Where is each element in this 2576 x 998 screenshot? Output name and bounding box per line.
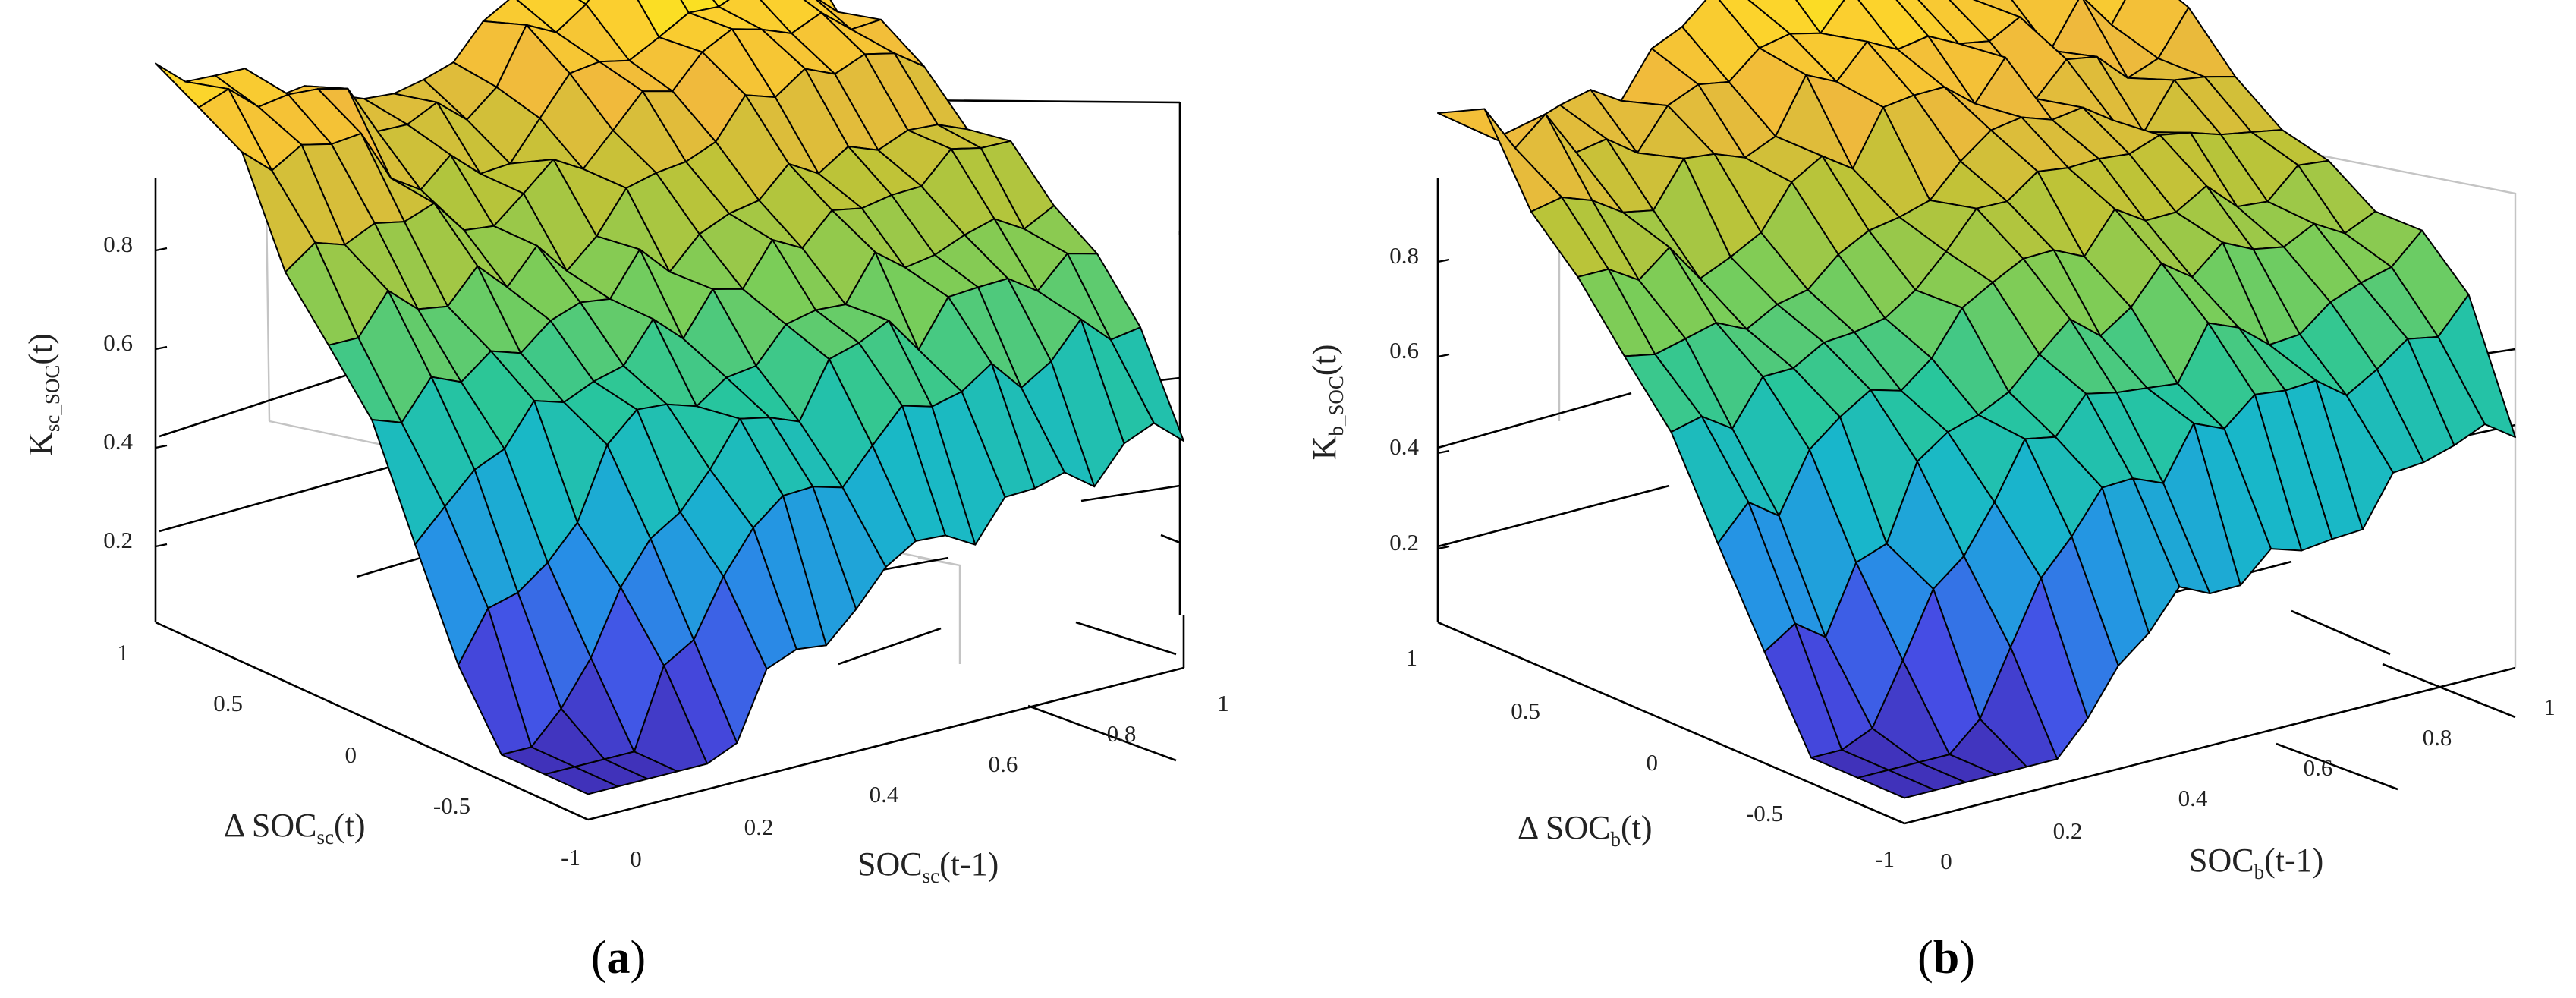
- y-tick-label: 0.5: [1511, 697, 1540, 724]
- x-tick-label: 0.4: [870, 781, 899, 808]
- x-axis-label-a: SOCsc(t-1): [857, 845, 999, 887]
- surface-patch: [1857, 769, 1936, 799]
- x-tick-label: 0.2: [2053, 817, 2083, 844]
- z-tick-label: 0.4: [103, 428, 133, 455]
- y-tick-label: -1: [561, 844, 580, 870]
- grid-lines-a: [159, 231, 1181, 762]
- x-tick-label: 0.6: [2304, 754, 2333, 781]
- x-axis-label-b: SOCb(t-1): [2189, 842, 2323, 883]
- z-axis-label-b: Kb_SOC(t): [1306, 345, 1348, 461]
- z-tick-label: 0.6: [103, 329, 133, 356]
- caption-b: (b): [1917, 932, 1975, 984]
- x-tick-label: 0.4: [2178, 785, 2208, 811]
- surface-b: [1437, 0, 2516, 799]
- y-tick-label: -1: [1875, 845, 1895, 872]
- z-tick-label: 0.2: [1389, 529, 1419, 556]
- z-tick-label: 0.2: [103, 527, 133, 553]
- axes-front-a: [154, 178, 1185, 821]
- y-ticks-b: 1 0.5 0 -0.5 -1: [1406, 644, 1895, 872]
- y-ticks-a: 1 0.5 0 -0.5 -1: [118, 639, 581, 870]
- surface-a: [155, 0, 1184, 795]
- surface-chart-b: 0.8 0.6 0.4 0.2 1 0.5 0 -0.5 -1 0 0.2 0.…: [1306, 0, 2556, 984]
- y-tick-label: 1: [1406, 644, 1418, 671]
- z-axis-label-a: Ksc_SOC(t): [22, 333, 64, 456]
- x-tick-label: 0.8: [1107, 720, 1137, 747]
- x-tick-label: 0.2: [744, 814, 774, 840]
- x-tick-label: 1: [1217, 690, 1229, 716]
- z-tick-label: 0.6: [1389, 337, 1419, 364]
- y-tick-label: -0.5: [433, 792, 470, 819]
- x-tick-label: 1: [2543, 694, 2556, 720]
- surface-chart-a: 0.8 0.6 0.4 0.2 1 0.5 0 -0.5 -1 0 0.2 0.…: [22, 0, 1229, 984]
- z-ticks-b: 0.8 0.6 0.4 0.2: [1389, 242, 1450, 556]
- x-ticks-a: 0 0.2 0.4 0.6 0.8 1: [630, 690, 1229, 872]
- z-tick-label: 0.4: [1389, 433, 1419, 460]
- x-tick-label: 0.8: [2423, 724, 2452, 751]
- surface-patch: [2084, 0, 2126, 26]
- y-tick-label: 0.5: [213, 690, 243, 716]
- y-tick-label: 1: [118, 639, 130, 666]
- y-tick-label: 0: [345, 741, 357, 768]
- x-ticks-b: 0 0.2 0.4 0.6 0.8 1: [1940, 694, 2556, 874]
- z-ticks-a: 0.8 0.6 0.4 0.2: [103, 231, 168, 553]
- x-tick-label: 0.6: [989, 751, 1018, 777]
- x-tick-label: 0: [1940, 848, 1952, 874]
- z-tick-label: 0.8: [103, 231, 133, 257]
- caption-a: (a): [591, 932, 646, 984]
- y-axis-label-a: Δ SOCsc(t): [224, 807, 366, 848]
- y-tick-label: -0.5: [1746, 800, 1783, 826]
- y-axis-label-b: Δ SOCb(t): [1518, 809, 1653, 851]
- z-tick-label: 0.8: [1389, 242, 1419, 269]
- y-tick-label: 0: [1647, 749, 1659, 776]
- surface-patch: [544, 766, 619, 795]
- x-tick-label: 0: [630, 845, 642, 872]
